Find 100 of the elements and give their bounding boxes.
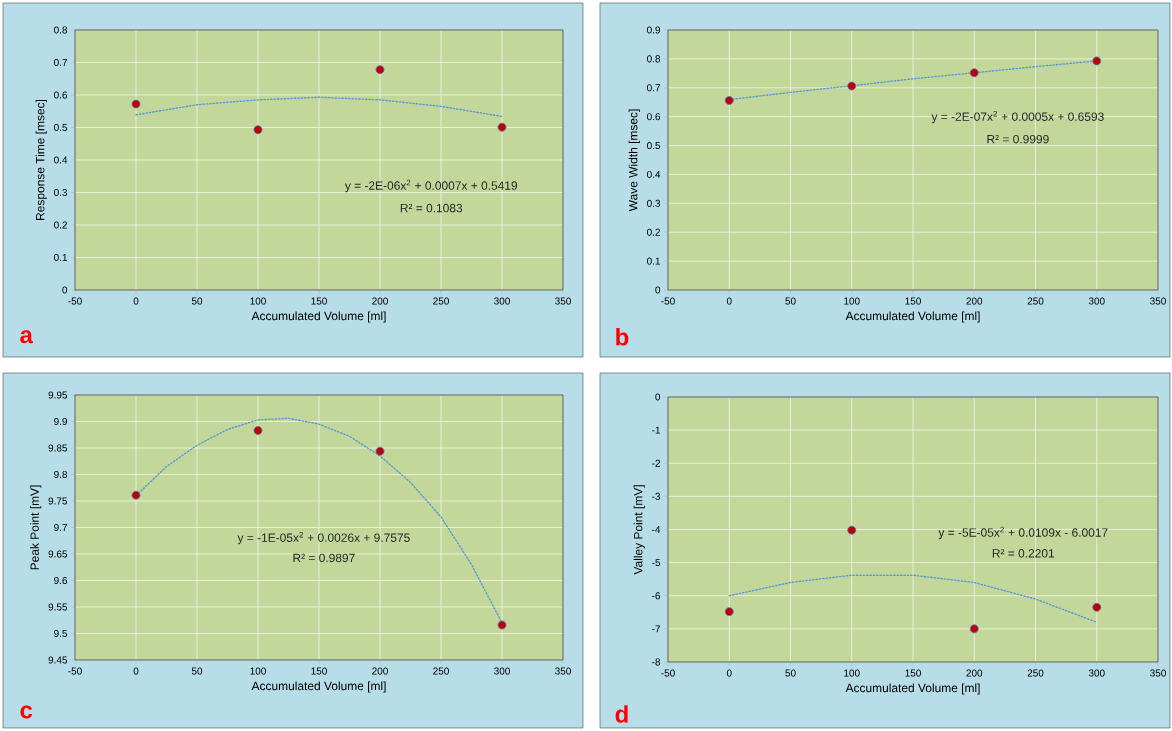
x-tick-label: 200 (372, 667, 388, 675)
annotation: R² = 0.2201 (992, 549, 1055, 558)
y-tick-label: 0 (655, 286, 661, 294)
text: d (615, 705, 628, 723)
y-tick-label: 0.9 (647, 26, 661, 34)
x-tick-label: 0 (133, 667, 139, 675)
y-tick-label: 0.4 (54, 156, 68, 164)
y-tick-label: 9.55 (48, 603, 68, 611)
y-tick-label: -6 (652, 592, 661, 600)
x-tick-label: 300 (1088, 669, 1105, 677)
y-axis-title: Response Time [msec] (35, 99, 47, 220)
x-tick-label: 300 (494, 667, 510, 675)
point (969, 68, 979, 78)
y-axis-title: Wave Width [msec] (628, 109, 640, 212)
y-tick-label: 0.5 (647, 142, 661, 150)
x-tick-label: 300 (1088, 297, 1105, 305)
y-tick-label: 9.95 (48, 391, 68, 399)
x-tick-label: -50 (661, 669, 675, 677)
x-tick-label: -50 (68, 297, 82, 305)
x-tick-label: 0 (133, 297, 139, 305)
annotation: R² = 0.1083 (400, 203, 463, 213)
point (497, 620, 507, 630)
point (1092, 56, 1102, 66)
annotation: y = -5E-05x$^{2}$ + 0.0109x - 6.0017 (938, 526, 1108, 540)
y-tick-label: 9.6 (54, 576, 68, 585)
x-tick-label: 100 (844, 297, 860, 305)
x-tick-label: 300 (494, 297, 510, 305)
point (497, 122, 507, 132)
y-tick-label: 0.1 (54, 253, 68, 262)
y-tick-label: 0.8 (647, 55, 661, 63)
point (375, 65, 385, 75)
y-tick-label: 0.2 (54, 221, 67, 229)
x-tick-label: 100 (250, 297, 266, 305)
x-tick-label: 150 (311, 297, 327, 305)
y-tick-label: 9.45 (48, 656, 68, 664)
x-tick-label: 50 (191, 297, 203, 305)
annotation: y = -1E-05x$^{2}$ + 0.0026x + 9.7575 (237, 531, 410, 545)
y-tick-label: 9.5 (54, 629, 68, 638)
y-axis-title: Valley Point [mV] (633, 485, 645, 575)
y-tick-label: 0.3 (54, 188, 68, 197)
y-tick-label: 0.1 (647, 257, 661, 265)
point (131, 99, 141, 109)
y-tick-label: -5 (652, 559, 661, 567)
y-tick-label: 0.4 (647, 170, 661, 178)
text: c (20, 705, 33, 719)
y-tick-label: -2 (652, 459, 660, 467)
x-tick-label: 100 (250, 667, 266, 675)
x-tick-label: 350 (555, 667, 571, 675)
x-tick-label: 200 (372, 297, 388, 305)
y-tick-label: 0 (62, 286, 68, 294)
y-tick-label: 0.6 (647, 113, 661, 121)
x-axis-title: Accumulated Volume [ml] (251, 681, 386, 693)
y-tick-label: 9.75 (48, 497, 68, 505)
x-tick-label: 250 (433, 297, 449, 305)
y-tick-label: 9.85 (48, 444, 68, 452)
point (969, 624, 979, 634)
text: b (616, 328, 629, 346)
y-tick-label: 9.7 (54, 523, 67, 532)
x-tick-label: 350 (1150, 669, 1166, 677)
point (847, 81, 857, 91)
x-tick-label: 50 (785, 669, 796, 677)
y-tick-label: -3 (652, 492, 661, 500)
x-tick-label: 150 (311, 667, 327, 675)
point (131, 490, 141, 500)
y-tick-label: 0.8 (54, 26, 68, 34)
y-tick-label: -4 (652, 526, 661, 533)
y-tick-label: 0.7 (647, 84, 660, 92)
line-series (135, 96, 503, 118)
point (253, 125, 263, 135)
line-series (728, 574, 1098, 623)
x-tick-label: 150 (905, 669, 921, 677)
y-tick-label: 9.8 (54, 470, 68, 479)
x-tick-label: -50 (661, 297, 675, 305)
y-tick-label: 9.65 (48, 550, 68, 558)
y-tick-label: 0.7 (54, 58, 67, 67)
annotation: R² = 0.9999 (987, 134, 1049, 144)
y-axis-title: Peak Point [mV] (30, 485, 42, 570)
x-tick-label: 250 (433, 667, 449, 675)
x-axis-title: Accumulated Volume [ml] (251, 311, 386, 323)
x-tick-label: 0 (726, 669, 732, 677)
point (724, 96, 734, 105)
point (847, 525, 857, 535)
point (724, 607, 734, 617)
point (1092, 602, 1102, 612)
y-tick-label: 9.9 (54, 417, 68, 426)
annotation: R² = 0.9897 (293, 553, 355, 563)
y-tick-label: -8 (652, 658, 661, 666)
annotation: y = -2E-07x$^{2}$ + 0.0005x + 0.6593 (931, 110, 1104, 124)
y-tick-label: 0.2 (647, 228, 660, 236)
x-tick-label: 100 (844, 669, 860, 677)
x-tick-label: 350 (1150, 297, 1166, 305)
x-tick-label: 200 (966, 297, 983, 305)
x-tick-label: 150 (905, 297, 921, 305)
text: a (20, 330, 34, 344)
x-tick-label: 0 (726, 297, 732, 305)
annotation: y = -2E-06x$^{2}$ + 0.0007x + 0.5419 (344, 179, 518, 193)
x-axis-title: Accumulated Volume [ml] (845, 311, 980, 323)
x-tick-label: 50 (191, 667, 203, 675)
y-tick-label: 0.6 (54, 91, 68, 99)
point (375, 446, 385, 456)
